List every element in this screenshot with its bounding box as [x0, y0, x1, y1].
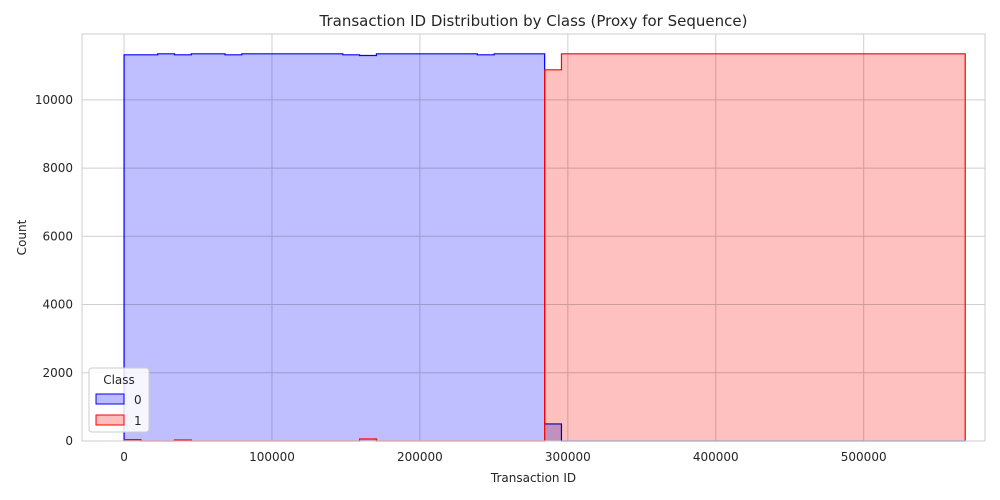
- plot-frame: [81, 33, 986, 442]
- y-ticks: 0 2000 4000 6000 8000 10000: [35, 93, 73, 448]
- y-axis-label: Count: [15, 219, 29, 255]
- y-tick-label: 0: [65, 434, 73, 448]
- x-ticks: 0 100000 200000 300000 400000 500000: [120, 450, 886, 464]
- legend-swatch-class-0: [95, 393, 125, 405]
- y-tick-label: 8000: [42, 161, 73, 175]
- series-layer: [123, 53, 966, 442]
- y-tick-label: 10000: [35, 93, 73, 107]
- x-tick-label: 300000: [545, 450, 591, 464]
- x-tick-label: 0: [120, 450, 128, 464]
- legend-label-class-0: 0: [134, 393, 142, 407]
- y-tick-label: 4000: [42, 298, 73, 312]
- x-tick-label: 400000: [693, 450, 739, 464]
- x-tick-label: 500000: [841, 450, 887, 464]
- legend-swatch-class-1: [95, 414, 125, 426]
- x-tick-label: 200000: [397, 450, 443, 464]
- x-tick-label: 100000: [249, 450, 295, 464]
- legend-title: Class: [103, 373, 135, 387]
- x-axis-label: Transaction ID: [490, 471, 576, 485]
- y-tick-label: 2000: [42, 366, 73, 380]
- legend: Class 0 1: [88, 367, 150, 433]
- legend-label-class-1: 1: [134, 414, 142, 428]
- plot-border: [81, 33, 986, 442]
- y-tick-label: 6000: [42, 229, 73, 243]
- chart-title: Transaction ID Distribution by Class (Pr…: [319, 12, 748, 30]
